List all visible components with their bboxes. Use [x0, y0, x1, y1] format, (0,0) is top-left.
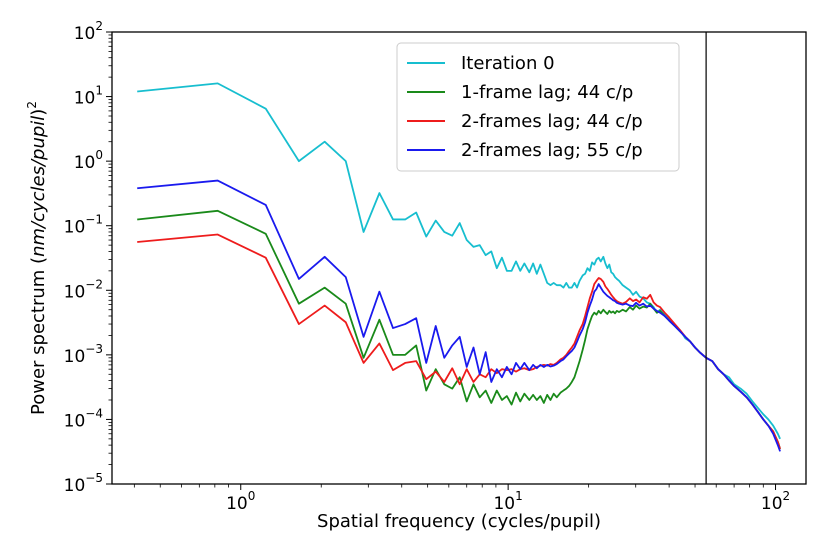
y-tick-label: 101: [74, 84, 103, 109]
y-axis-label: Power spectrum (nm/cycles/pupil)2: [25, 101, 49, 415]
ticks-layer: 10−5 10−4 10−3 10−2 10−1 100 101 102 100 101 102: [64, 19, 791, 514]
series-layer: [137, 82, 781, 452]
y-tick-label: 10−5: [64, 471, 103, 496]
y-tick-label: 10−2: [64, 277, 103, 302]
series-line-4: [137, 179, 781, 452]
y-tick-label: 10−1: [64, 213, 103, 238]
legend-label-4: 2-frames lag; 55 c/p: [461, 140, 643, 161]
y-tick-label: 10−4: [64, 406, 103, 431]
y-tick-label: 102: [74, 19, 103, 44]
y-tick-label: 100: [74, 148, 103, 173]
x-tick-label: 102: [761, 489, 790, 514]
y-tick-label: 10−3: [64, 342, 103, 367]
x-axis-label: Spatial frequency (cycles/pupil): [317, 511, 601, 532]
series-line-2: [137, 209, 781, 450]
legend: Iteration 0 1-frame lag; 44 c/p 2-frames l…: [396, 42, 680, 172]
legend-label-3: 2-frames lag; 44 c/p: [461, 111, 643, 132]
legend-label-1: Iteration 0: [461, 53, 555, 74]
legend-label-2: 1-frame lag; 44 c/p: [461, 82, 633, 103]
x-tick-label: 101: [493, 489, 522, 514]
x-tick-label: 100: [226, 489, 255, 514]
series-line-3: [137, 233, 781, 450]
plot-frame: [111, 31, 807, 485]
legend-box: [396, 42, 680, 172]
